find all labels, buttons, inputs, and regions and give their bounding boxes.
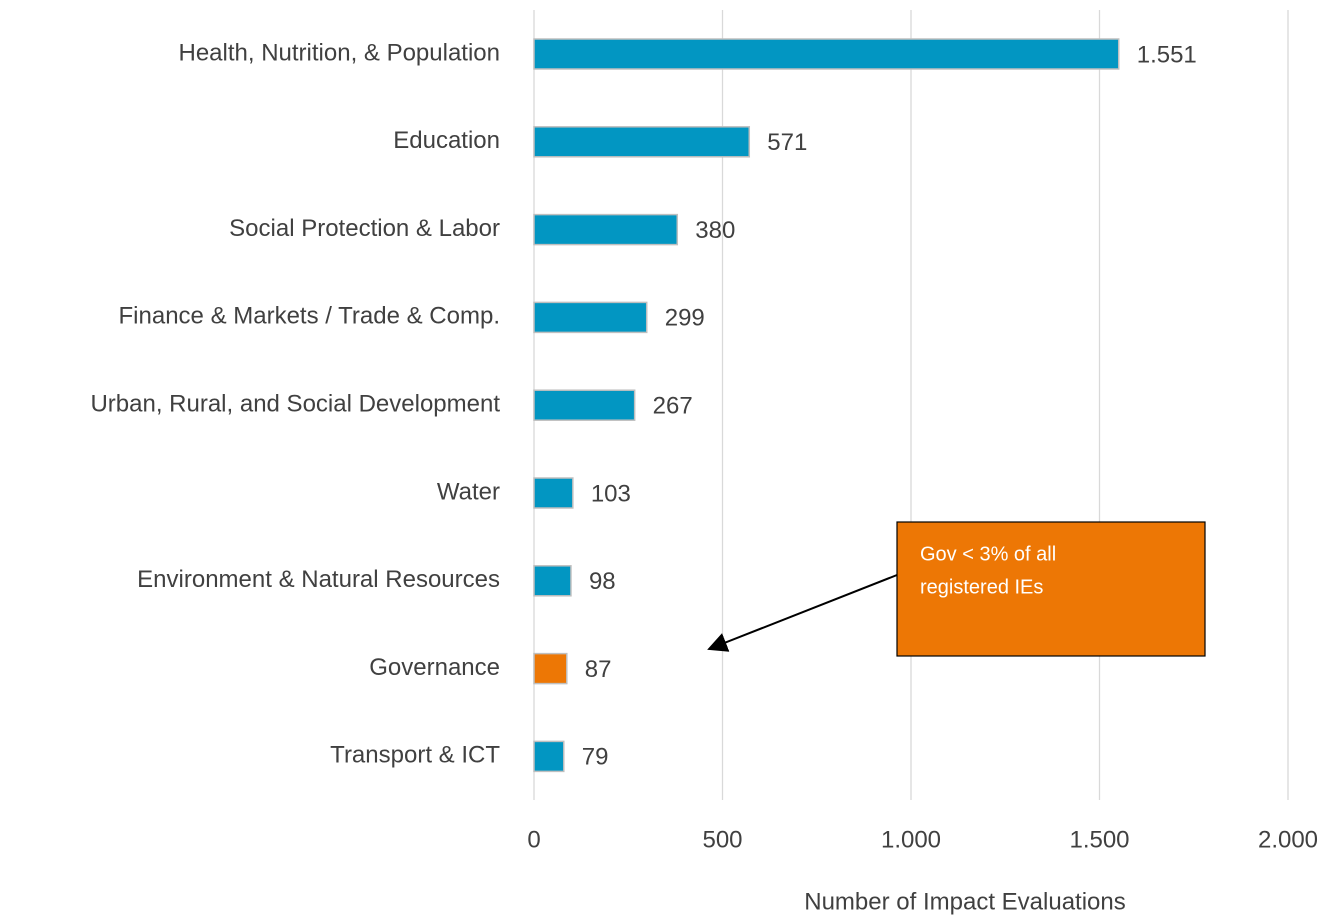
category-label: Education (393, 127, 500, 154)
category-label: Transport & ICT (330, 742, 500, 769)
bar (533, 477, 574, 509)
bar (533, 126, 751, 158)
annotation-text: Gov < 3% of all (920, 543, 1056, 565)
annotation-text: registered IEs (920, 576, 1043, 598)
category-label: Water (437, 478, 500, 505)
bar (533, 301, 648, 334)
bar (533, 389, 636, 421)
bar (533, 740, 565, 773)
value-label: 571 (767, 129, 807, 156)
annotation-box (896, 521, 1206, 657)
value-label: 79 (582, 744, 609, 771)
annotation: Gov < 3% of all registered IEs (896, 521, 1206, 657)
value-label: 267 (653, 393, 693, 420)
category-label: Urban, Rural, and Social Development (90, 391, 500, 418)
category-label: Governance (369, 654, 500, 681)
value-label: 87 (585, 656, 612, 683)
bar (533, 652, 568, 685)
x-tick-label: 500 (702, 826, 742, 853)
value-label: 299 (665, 305, 705, 332)
x-tick-label: 1.500 (1069, 826, 1129, 853)
value-label: 103 (591, 480, 631, 507)
x-tick-label: 2.000 (1258, 826, 1318, 853)
value-label: 98 (589, 568, 616, 595)
value-label: 380 (695, 217, 735, 244)
x-tick-label: 1.000 (881, 826, 941, 853)
category-label: Health, Nutrition, & Population (178, 39, 500, 66)
annotation-arrow (707, 574, 898, 652)
category-label: Finance & Markets / Trade & Comp. (119, 303, 500, 330)
bar (533, 565, 572, 597)
category-label: Social Protection & Labor (229, 215, 500, 242)
category-label: Environment & Natural Resources (137, 566, 500, 593)
bar (533, 38, 1120, 70)
bar (533, 213, 679, 246)
x-axis-label: Number of Impact Evaluations (804, 888, 1125, 915)
value-label: 1.551 (1137, 41, 1197, 68)
x-tick-label: 0 (527, 826, 540, 853)
